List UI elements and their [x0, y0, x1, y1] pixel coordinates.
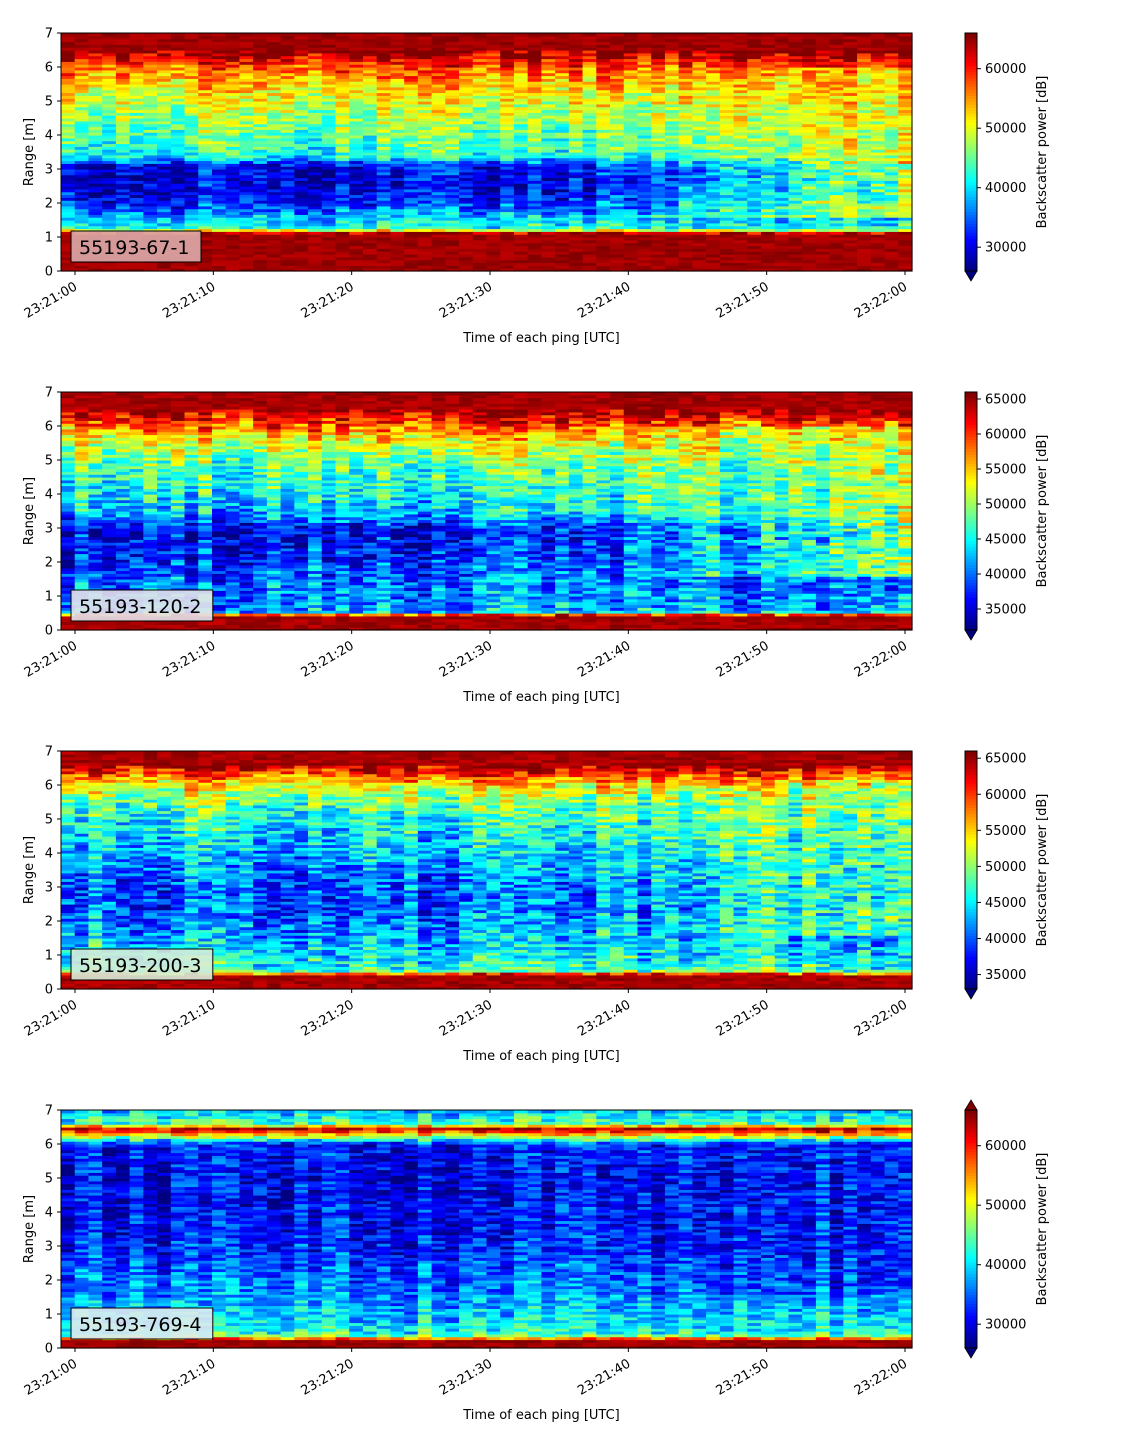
heatmap-cell	[185, 33, 199, 36]
heatmap-cell	[569, 33, 583, 36]
heatmap-cell	[445, 33, 459, 36]
heatmap-cell	[239, 33, 253, 36]
heatmap-cell	[459, 33, 473, 36]
heatmap-cell	[500, 33, 514, 36]
heatmap-cell	[308, 33, 322, 36]
heatmap-cell	[679, 33, 693, 36]
heatmap-cell	[88, 33, 102, 36]
heatmap-cell	[418, 33, 432, 36]
heatmap-cell	[747, 33, 761, 36]
heatmap-cell	[212, 33, 226, 36]
heatmap-cell	[692, 33, 706, 36]
heatmap-cell	[761, 33, 775, 36]
heatmap-cell	[802, 33, 816, 36]
heatmap-cell	[637, 33, 651, 36]
heatmap-cell	[143, 33, 157, 36]
heatmap-cell	[734, 33, 748, 36]
heatmap-cell	[624, 33, 638, 36]
heatmap-cell	[541, 33, 555, 36]
heatmap-cell	[390, 33, 404, 36]
heatmap-cell	[706, 33, 720, 36]
heatmap-cell	[816, 33, 830, 36]
heatmap-cell	[226, 33, 240, 36]
heatmap-cell	[404, 33, 418, 36]
heatmap-cell	[61, 33, 75, 36]
heatmap-cell	[857, 33, 871, 36]
heatmap-cell	[720, 33, 734, 36]
heatmap-cell	[830, 33, 844, 36]
heatmap-cell	[487, 33, 501, 36]
heatmap-cell	[363, 33, 377, 36]
heatmap-cell	[336, 33, 350, 36]
heatmap-cell	[432, 33, 446, 36]
heatmap-cell	[610, 33, 624, 36]
heatmap-cell	[788, 33, 802, 36]
heatmap-cell	[281, 33, 295, 36]
heatmap-cell	[775, 33, 789, 36]
heatmap-cell	[377, 33, 391, 36]
heatmap-cell	[171, 33, 185, 36]
heatmap-cell	[555, 33, 569, 36]
heatmap-cell	[596, 33, 610, 36]
heatmap-cell	[583, 33, 597, 36]
heatmap-cell	[253, 33, 267, 36]
heatmap-cell	[349, 33, 363, 36]
heatmap-cell	[843, 33, 857, 36]
heatmap-cell	[130, 33, 144, 36]
heatmap-cell	[665, 33, 679, 36]
heatmap-cell	[322, 33, 336, 36]
heatmap-cell	[157, 33, 171, 36]
heatmap-cell	[473, 33, 487, 36]
heatmap-cell	[267, 33, 281, 36]
heatmap-cell	[514, 33, 528, 36]
heatmap-cell	[116, 33, 130, 36]
heatmap-cell	[651, 33, 665, 36]
heatmap-cell	[528, 33, 542, 36]
heatmap-cell	[75, 33, 89, 36]
heatmap-cell	[102, 33, 116, 36]
heatmap-cell	[198, 33, 212, 36]
heatmap-cell	[294, 33, 308, 36]
